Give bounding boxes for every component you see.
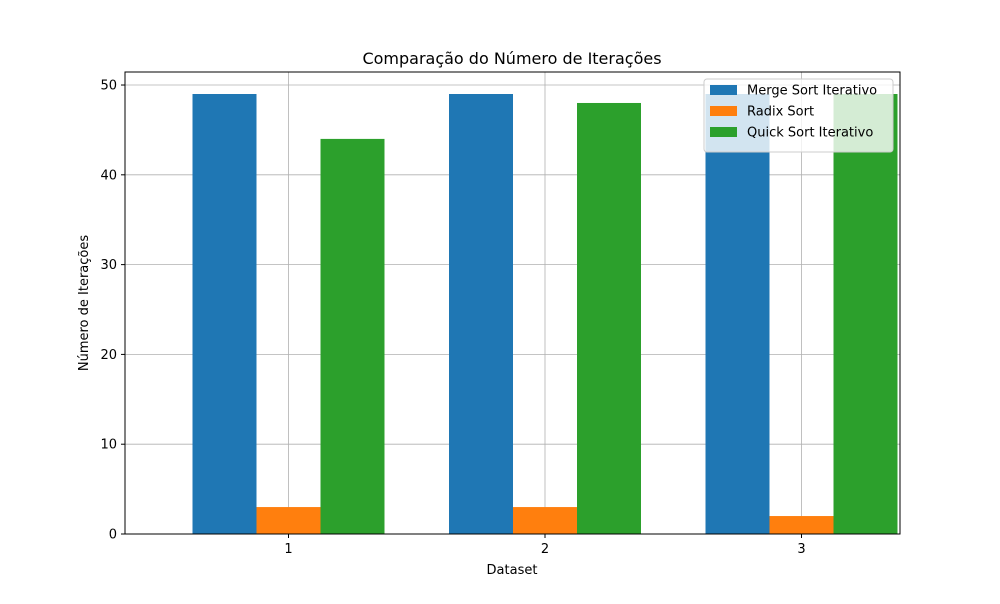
x-tick-label: 2 [541, 542, 549, 557]
ticks-layer: 0 10 20 30 40 50 1 2 3 [100, 79, 805, 557]
plot-frame [124, 71, 901, 535]
y-tick-label: 0 [109, 528, 117, 543]
y-tick-label: 40 [100, 168, 117, 183]
bar-quick-sort-iterativo-1 [320, 138, 385, 535]
bar-radix-sort-3 [769, 516, 834, 534]
bar-quick-sort-iterativo-2 [577, 102, 641, 535]
legend-label: Quick Sort Iterativo [747, 126, 873, 141]
bar-merge-sort-iterativo-3 [705, 94, 770, 534]
legend-box [703, 78, 894, 153]
legend-label: Merge Sort Iterativo [747, 84, 877, 99]
y-tick-label: 20 [100, 348, 117, 363]
legend-swatch [710, 85, 737, 95]
y-tick-label: 10 [100, 438, 117, 453]
y-tick-label: 50 [100, 79, 117, 94]
x-tick-label: 1 [284, 542, 292, 557]
x-axis-label: Dataset [487, 563, 538, 578]
bar-merge-sort-iterativo-2 [449, 94, 513, 534]
bar-quick-sort-iterativo-3 [833, 94, 898, 534]
bar-radix-sort-1 [256, 507, 321, 534]
y-axis-label: Número de Iterações [77, 235, 92, 371]
bar-merge-sort-iterativo-1 [192, 94, 257, 534]
legend: Merge Sort Iterativo Radix Sort Quick Sort… [703, 78, 894, 153]
x-tick-label: 3 [797, 542, 805, 557]
legend-label: Radix Sort [747, 105, 814, 120]
legend-swatch [710, 106, 737, 116]
legend-swatch [710, 127, 737, 137]
bar-radix-sort-2 [513, 507, 577, 534]
chart-title: Comparação do Número de Iterações [362, 49, 661, 68]
y-tick-label: 30 [100, 258, 117, 273]
bars-layer [192, 94, 898, 535]
